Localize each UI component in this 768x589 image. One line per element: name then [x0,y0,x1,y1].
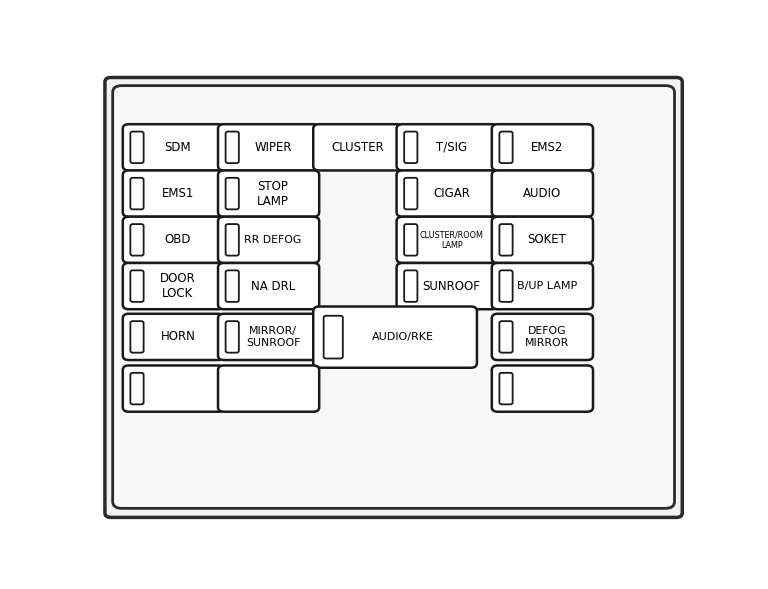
FancyBboxPatch shape [131,224,144,256]
FancyBboxPatch shape [218,170,319,217]
FancyBboxPatch shape [226,270,239,302]
FancyBboxPatch shape [404,224,418,256]
FancyBboxPatch shape [123,365,224,412]
FancyBboxPatch shape [499,321,513,353]
FancyBboxPatch shape [492,217,593,263]
Text: EMS1: EMS1 [161,187,194,200]
Text: DOOR
LOCK: DOOR LOCK [160,272,196,300]
FancyBboxPatch shape [492,314,593,360]
Text: SUNROOF: SUNROOF [422,280,481,293]
Text: T/SIG: T/SIG [436,141,467,154]
Text: HORN: HORN [161,330,195,343]
FancyBboxPatch shape [123,170,224,217]
Text: EMS2: EMS2 [531,141,563,154]
Text: CLUSTER: CLUSTER [332,141,384,154]
FancyBboxPatch shape [404,270,418,302]
Text: B/UP LAMP: B/UP LAMP [517,281,577,291]
FancyBboxPatch shape [218,263,319,309]
FancyBboxPatch shape [313,306,477,368]
Text: NA DRL: NA DRL [251,280,295,293]
FancyBboxPatch shape [492,263,593,309]
FancyBboxPatch shape [404,131,418,163]
FancyBboxPatch shape [499,131,513,163]
FancyBboxPatch shape [492,170,593,217]
FancyBboxPatch shape [131,178,144,209]
FancyBboxPatch shape [123,314,224,360]
FancyBboxPatch shape [113,85,674,508]
Text: CLUSTER/ROOM
LAMP: CLUSTER/ROOM LAMP [419,230,484,250]
FancyBboxPatch shape [313,124,402,170]
FancyBboxPatch shape [218,217,319,263]
FancyBboxPatch shape [131,321,144,353]
Text: DEFOG
MIRROR: DEFOG MIRROR [525,326,569,348]
FancyBboxPatch shape [218,124,319,170]
FancyBboxPatch shape [396,217,498,263]
FancyBboxPatch shape [396,124,498,170]
FancyBboxPatch shape [226,321,239,353]
Text: SDM: SDM [164,141,191,154]
FancyBboxPatch shape [226,178,239,209]
FancyBboxPatch shape [123,124,224,170]
FancyBboxPatch shape [396,170,498,217]
FancyBboxPatch shape [499,224,513,256]
FancyBboxPatch shape [499,373,513,405]
Text: WIPER: WIPER [254,141,292,154]
FancyBboxPatch shape [131,270,144,302]
FancyBboxPatch shape [404,178,418,209]
Text: MIRROR/
SUNROOF: MIRROR/ SUNROOF [246,326,300,348]
FancyBboxPatch shape [492,365,593,412]
FancyBboxPatch shape [131,373,144,405]
Text: AUDIO: AUDIO [523,187,561,200]
Text: AUDIO/RKE: AUDIO/RKE [372,332,434,342]
Text: SOKET: SOKET [528,233,566,246]
FancyBboxPatch shape [123,217,224,263]
FancyBboxPatch shape [123,263,224,309]
FancyBboxPatch shape [323,316,343,359]
FancyBboxPatch shape [492,124,593,170]
Text: OBD: OBD [164,233,191,246]
FancyBboxPatch shape [218,365,319,412]
Text: CIGAR: CIGAR [433,187,470,200]
Text: STOP
LAMP: STOP LAMP [257,180,289,207]
FancyBboxPatch shape [218,314,319,360]
FancyBboxPatch shape [105,78,682,517]
FancyBboxPatch shape [131,131,144,163]
FancyBboxPatch shape [226,224,239,256]
Text: RR DEFOG: RR DEFOG [244,235,302,245]
FancyBboxPatch shape [226,131,239,163]
FancyBboxPatch shape [499,270,513,302]
FancyBboxPatch shape [396,263,498,309]
